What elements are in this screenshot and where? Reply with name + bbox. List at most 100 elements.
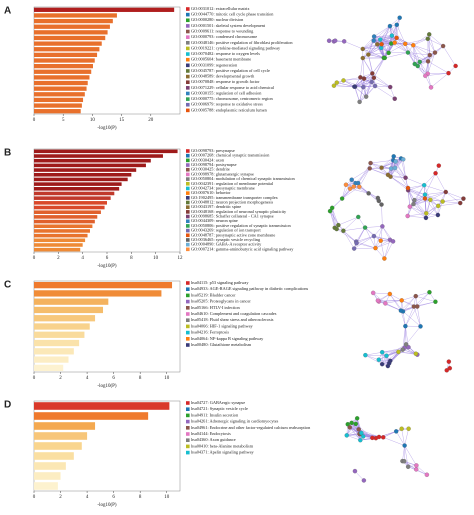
legend-label: GO:0050804: modulation of chemical synap… [191, 176, 296, 181]
legend-swatch [186, 330, 190, 335]
legend-swatch [186, 57, 190, 62]
bar [34, 364, 64, 372]
network-edge [346, 429, 359, 436]
network-edge [427, 38, 431, 56]
network-edge [442, 198, 464, 202]
legend-swatch [186, 337, 190, 341]
network-node [401, 157, 406, 162]
network-edge [384, 43, 392, 58]
legend-swatch [186, 86, 190, 90]
network-node [396, 349, 401, 355]
bar [34, 154, 163, 158]
network-edge [427, 38, 436, 53]
legend-swatch [186, 97, 190, 101]
legend-label: GO:0048589: developmental growth [191, 74, 255, 79]
bar [34, 30, 108, 35]
network-edge [374, 36, 397, 39]
bar [34, 109, 81, 114]
network-edge [382, 226, 391, 240]
x-tick-label: 10 [90, 118, 96, 123]
network-edge [333, 85, 355, 87]
legend-label: hsa05166: HTLV-I infection [191, 305, 240, 310]
network-node [382, 55, 387, 61]
network-node [423, 215, 429, 221]
network-edge [343, 77, 361, 81]
legend-swatch [186, 438, 190, 442]
network-node [359, 430, 364, 436]
network-edge [394, 167, 409, 189]
legend-swatch [186, 343, 190, 347]
network-edge [373, 25, 391, 37]
network-edge [354, 86, 360, 102]
bar [34, 306, 104, 314]
network-node [417, 59, 422, 65]
network-node [428, 85, 434, 90]
legend-label: GO:0044770: mitotic cell cycle phase tra… [191, 12, 274, 17]
network-node [424, 211, 429, 216]
network-edge [427, 52, 436, 74]
legend-label: GO:0030425: dendrite [191, 167, 230, 172]
network-node [379, 42, 384, 47]
x-tick-label: 5 [62, 118, 65, 123]
network-node [371, 75, 377, 80]
legend-label: hsa04911: Insulin secretion [191, 412, 239, 417]
network-edge [343, 80, 364, 88]
bar [34, 243, 83, 247]
network-edge [368, 54, 373, 74]
network-edge [329, 210, 339, 226]
network-node [327, 208, 333, 214]
network-node [394, 22, 399, 27]
legend-label: GO:0043269: regulation of ion transport [191, 228, 262, 233]
network-edge [419, 61, 426, 76]
network-edge [396, 431, 405, 446]
x-tick-label: 0 [33, 256, 36, 261]
network-edge [407, 184, 425, 189]
network-edge [329, 210, 344, 231]
network-edge [360, 58, 364, 78]
legend-label: GO:0030155: regulation of cell adhesion [191, 90, 262, 95]
network-node [399, 298, 404, 303]
network-edge [413, 45, 429, 62]
bar [34, 472, 61, 480]
network-node [425, 59, 431, 64]
network-node [375, 195, 381, 201]
bar [34, 24, 110, 29]
legend-swatch [186, 293, 190, 298]
network-node [436, 203, 441, 209]
network-edge [354, 81, 372, 87]
x-tick-label: 6 [106, 256, 109, 261]
panel-label: B [4, 148, 11, 159]
network-edge [414, 199, 427, 214]
legend-label: hsa05205: Proteoglycans in cancer [191, 299, 251, 304]
network-edge [374, 85, 395, 99]
network-node [366, 191, 371, 196]
legend-swatch [186, 413, 190, 418]
network-node [403, 342, 409, 347]
network-node [341, 78, 346, 83]
legend-swatch [186, 7, 190, 11]
network-node [428, 197, 433, 203]
legend-label: hsa04721: Synaptic vesicle cycle [191, 406, 248, 411]
network-node [422, 196, 428, 201]
network-node [379, 350, 385, 355]
network-node [358, 75, 363, 80]
network-node [371, 38, 376, 43]
legend-label: hsa04115: p53 signaling pathway [191, 280, 249, 285]
network-edge [378, 293, 390, 302]
network-edge [396, 37, 409, 53]
bar [34, 331, 85, 338]
network-edge [413, 45, 418, 67]
legend-swatch [186, 52, 190, 56]
network-edge [407, 52, 430, 56]
legend-label: GO:0006979: response to oxidative stress [191, 102, 263, 107]
network-edge [438, 202, 461, 207]
legend-swatch [186, 153, 190, 158]
bar [34, 238, 86, 243]
network-edge [413, 292, 430, 307]
x-tick-label: 4 [86, 495, 89, 500]
legend-swatch [186, 450, 190, 455]
network-edge [384, 35, 393, 58]
network-node [406, 426, 411, 431]
network-edge [424, 185, 446, 193]
